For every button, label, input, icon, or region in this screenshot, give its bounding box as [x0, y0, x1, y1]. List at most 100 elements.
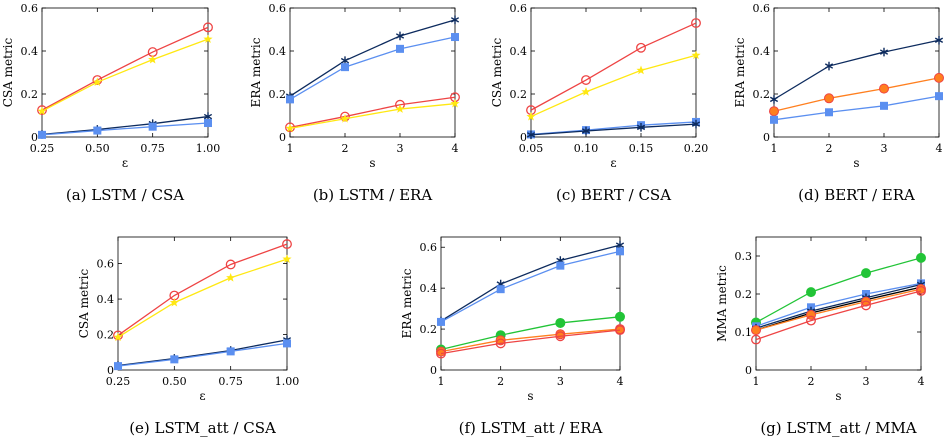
data-point — [37, 106, 47, 116]
y-tick-label: 0.6 — [753, 2, 771, 15]
data-point — [496, 285, 505, 294]
series-line — [41, 122, 209, 136]
chart-7: 1 2 3 4 0 0.1 0.2 0.3 s MMA metric (g) LSTM_att / … — [715, 236, 926, 437]
x-tick-label: 4 — [452, 142, 459, 155]
series-line — [440, 316, 621, 351]
y-tick-label: 0 — [107, 364, 114, 377]
series-red — [37, 22, 213, 116]
data-point — [38, 130, 46, 139]
y-axis-label: ERA metric — [733, 37, 747, 107]
data-point — [691, 119, 701, 129]
series-navy — [769, 35, 944, 104]
series-red — [436, 325, 625, 359]
data-point — [806, 287, 816, 298]
data-point — [170, 355, 179, 364]
series-line — [773, 95, 940, 121]
series-line — [530, 123, 697, 136]
data-point — [526, 111, 536, 121]
y-tick-label: 0.2 — [510, 88, 528, 101]
series-yellow — [113, 254, 292, 342]
y-tick-label: 0 — [745, 364, 752, 377]
series-line — [773, 39, 940, 100]
data-point — [824, 93, 834, 104]
y-tick-label: 0 — [279, 131, 286, 144]
data-point — [691, 50, 701, 60]
series-navy — [526, 119, 701, 140]
y-tick-label: 0.4 — [753, 45, 771, 58]
x-tick-label: 4 — [936, 142, 943, 155]
series-yellow — [37, 34, 213, 116]
y-tick-label: 0.6 — [21, 2, 39, 15]
series-line — [773, 77, 940, 112]
data-point — [806, 315, 816, 326]
series-line — [530, 54, 697, 118]
data-point — [93, 126, 102, 135]
y-tick-label: 0.2 — [753, 88, 771, 101]
series-line — [755, 288, 922, 331]
data-point — [880, 101, 888, 110]
chart-caption: (d) BERT / ERA — [798, 186, 915, 204]
chart-caption: (b) LSTM / ERA — [313, 186, 433, 204]
series-line — [289, 103, 456, 130]
y-axis-label: ERA metric — [249, 37, 263, 107]
data-point — [451, 33, 459, 42]
x-tick-label: 3 — [557, 375, 564, 388]
data-point — [581, 75, 591, 85]
data-point — [169, 297, 179, 307]
y-tick-label: 0.6 — [269, 2, 287, 15]
y-tick-label: 0.1 — [735, 326, 753, 339]
series-line — [755, 286, 922, 331]
series-line — [41, 115, 209, 136]
series-line — [289, 96, 456, 128]
series-blue — [114, 339, 291, 371]
x-axis-label: ε — [199, 389, 205, 403]
data-point — [825, 108, 833, 117]
y-axis-label: CSA metric — [77, 268, 91, 338]
data-point — [615, 311, 625, 322]
data-point — [636, 42, 646, 53]
data-point — [636, 123, 646, 132]
data-point — [92, 77, 102, 87]
data-point — [581, 126, 591, 136]
data-point — [396, 44, 404, 53]
series-blue — [286, 33, 459, 104]
y-tick-label: 0.2 — [97, 329, 115, 342]
x-tick-label: 2 — [808, 375, 815, 388]
x-tick-label: 2 — [342, 142, 349, 155]
series-line — [117, 243, 288, 336]
data-point — [282, 239, 292, 250]
x-tick-label: 4 — [617, 375, 624, 388]
data-point — [861, 268, 871, 279]
plot-frame — [440, 236, 621, 371]
series-orange — [769, 72, 944, 117]
data-point — [450, 15, 460, 25]
series-yellow — [285, 98, 460, 133]
series-line — [117, 339, 288, 367]
plot-frame — [289, 7, 456, 138]
data-point — [691, 18, 701, 29]
x-tick-label: 0.50 — [85, 142, 110, 155]
data-point — [114, 362, 122, 371]
data-point — [340, 113, 350, 123]
chart-3: 0.05 0.10 0.15 0.20 0 0.2 0.4 0.6 ε CSA metric (c)… — [490, 2, 708, 204]
data-point — [934, 72, 944, 83]
x-tick-label: 0.10 — [574, 142, 599, 155]
data-point — [113, 332, 123, 342]
series-line — [289, 19, 456, 97]
plot-frame — [117, 236, 288, 371]
chart-caption: (g) LSTM_att / MMA — [760, 419, 916, 437]
x-tick-label: 0.25 — [30, 142, 55, 155]
series-line — [755, 283, 922, 329]
data-point — [526, 130, 536, 140]
series-line — [440, 329, 621, 355]
y-axis-label: MMA metric — [715, 265, 729, 342]
data-point — [555, 317, 566, 328]
data-point — [916, 286, 926, 296]
data-point — [935, 92, 943, 101]
chart-caption: (c) BERT / CSA — [556, 186, 671, 204]
x-tick-label: 3 — [863, 375, 870, 388]
series-line — [440, 244, 621, 322]
x-axis-label: s — [369, 156, 375, 170]
series-blue — [437, 247, 624, 326]
chart-caption: (f) LSTM_att / ERA — [459, 419, 603, 437]
